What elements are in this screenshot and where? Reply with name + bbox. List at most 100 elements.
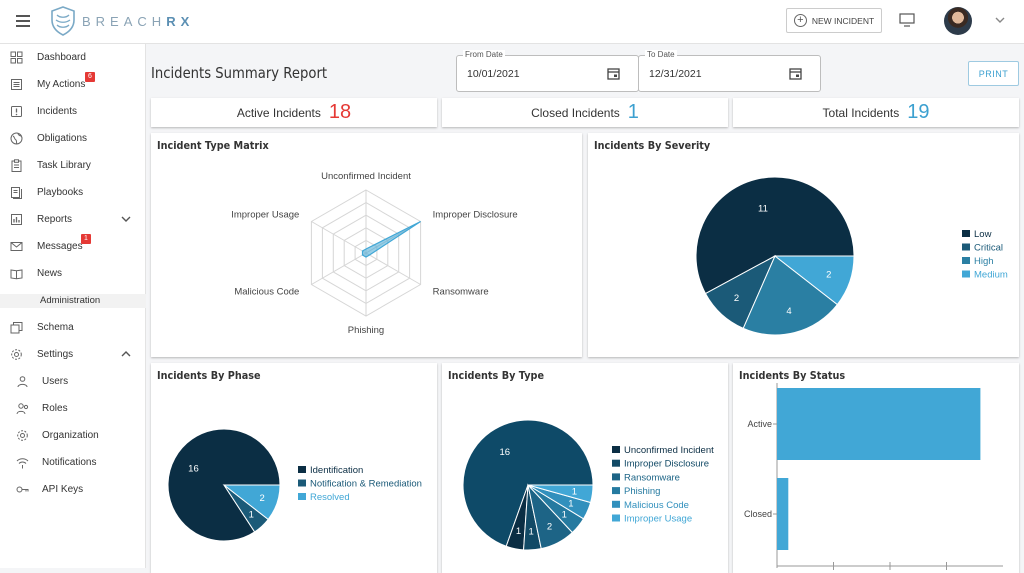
radar-axis-label: Improper Disclosure <box>433 210 518 221</box>
incident-type-matrix-card: Incident Type Matrix Unconfirmed Inciden… <box>151 133 582 357</box>
clipboard-icon <box>11 159 22 172</box>
severity-pie-chart: 11 2 4 2 Low Critical High Medium <box>695 176 1008 336</box>
sidebar-item-my-actions[interactable]: My Actions 6 <box>0 71 146 98</box>
pie-slice <box>695 176 855 295</box>
actions-count-badge: 6 <box>85 72 95 82</box>
menu-icon[interactable] <box>16 15 30 27</box>
legend-swatch <box>612 514 620 522</box>
radar-axis-label: Ransomware <box>433 287 489 298</box>
radar-axis-line <box>311 252 367 285</box>
sidebar-item-obligations[interactable]: Obligations <box>0 125 146 152</box>
dashboard-icon <box>10 51 23 64</box>
y-tick-label: Active <box>747 419 772 429</box>
incidents-by-phase-card: Incidents By Phase 16 1 2 Identification Not… <box>151 363 437 573</box>
pie-value-label: 1 <box>529 527 534 538</box>
print-button[interactable]: PRINT <box>968 61 1019 86</box>
legend-swatch <box>612 459 620 467</box>
sidebar-item-api-keys[interactable]: API Keys <box>0 476 146 503</box>
pie-value-label: 4 <box>786 306 791 317</box>
legend-label: Ransomware <box>624 472 680 483</box>
sidebar-item-schema[interactable]: Schema <box>0 314 146 341</box>
card-title: Incidents By Status <box>739 369 846 382</box>
pie-value-label: 1 <box>568 499 573 510</box>
legend-swatch <box>962 243 970 251</box>
legend-swatch <box>962 230 970 237</box>
sidebar-item-notifications[interactable]: Notifications <box>0 449 146 476</box>
active-incidents-card: Active Incidents 18 <box>151 98 437 127</box>
closed-incidents-count: 1 <box>627 101 639 123</box>
sidebar-item-dashboard[interactable]: Dashboard <box>0 44 146 71</box>
avatar[interactable] <box>944 7 972 35</box>
logo-text: BREACHRX <box>82 14 195 29</box>
gear-icon <box>11 349 22 360</box>
pie-value-label: 16 <box>499 447 510 458</box>
pie-value-label: 2 <box>734 293 739 304</box>
legend-label: High <box>974 256 994 267</box>
legend-label: Identification <box>310 465 363 476</box>
radar-axis-label: Unconfirmed Incident <box>321 171 411 182</box>
news-icon <box>10 269 23 280</box>
pie-slice <box>222 484 281 521</box>
sidebar-item-settings[interactable]: Settings <box>0 341 146 368</box>
legend-label: Notification & Remediation <box>310 479 422 490</box>
sidebar-item-playbooks[interactable]: Playbooks <box>0 179 146 206</box>
pie-slice <box>773 255 855 306</box>
legend-swatch <box>962 257 970 264</box>
messages-count-badge: 1 <box>81 234 91 244</box>
sidebar-item-news[interactable]: News <box>0 260 146 287</box>
active-incidents-count: 18 <box>328 101 352 123</box>
plus-circle-icon: + <box>793 14 807 27</box>
sidebar-section-administration: Administration <box>0 294 146 308</box>
radar-data-area <box>361 220 421 258</box>
pie-value-label: 2 <box>826 269 831 280</box>
mail-icon <box>10 242 23 251</box>
legend-label: Improper Usage <box>624 514 692 525</box>
pie-slice <box>527 484 594 504</box>
pie-value-label: 16 <box>188 463 199 474</box>
chevron-down-icon[interactable] <box>994 15 1006 25</box>
from-date-field[interactable]: From Date 10/01/2021 <box>456 50 639 92</box>
phase-pie-chart: 16 12 Identification Notification & Remedia… <box>167 428 422 542</box>
legend-swatch <box>612 500 620 508</box>
new-incident-button[interactable]: + NEW INCIDENT <box>786 8 882 33</box>
roles-icon <box>16 403 29 415</box>
incidents-by-severity-card: Incidents By Severity 11 2 4 2 Low Critical Hi… <box>588 133 1019 357</box>
legend-swatch <box>612 473 620 481</box>
chevron-down-icon[interactable] <box>120 214 132 224</box>
radar-axis-label: Malicious Code <box>234 287 299 298</box>
sidebar-item-organization[interactable]: Organization <box>0 422 146 449</box>
pie-value-label: 11 <box>758 204 768 215</box>
legend-label: Medium <box>974 270 1008 281</box>
legend-label: Phishing <box>624 486 660 497</box>
book-icon <box>11 187 22 199</box>
legend-swatch <box>298 479 306 487</box>
card-title: Incidents By Phase <box>157 369 261 382</box>
legend-swatch <box>612 446 620 453</box>
y-tick-label: Closed <box>744 509 772 519</box>
globe-icon <box>10 132 23 145</box>
calendar-icon[interactable] <box>789 67 802 80</box>
user-icon <box>17 376 28 388</box>
sidebar-item-task-library[interactable]: Task Library <box>0 152 146 179</box>
sidebar-item-messages[interactable]: Messages 1 <box>0 233 146 260</box>
pie-value-label: 1 <box>249 510 254 521</box>
monitor-icon[interactable] <box>899 13 915 27</box>
legend-label: Malicious Code <box>624 500 689 511</box>
sidebar-item-roles[interactable]: Roles <box>0 395 146 422</box>
pie-value-label: 2 <box>547 522 552 533</box>
legend-swatch <box>298 466 306 473</box>
bar <box>777 478 789 550</box>
total-incidents-card: Total Incidents 19 <box>733 98 1019 127</box>
sidebar-item-reports[interactable]: Reports <box>0 206 146 233</box>
chevron-up-icon[interactable] <box>120 349 132 359</box>
radar-axis-line <box>365 252 421 285</box>
sidebar: Dashboard My Actions 6 Incidents Obligat… <box>0 44 146 568</box>
logo-shield-icon <box>51 6 75 36</box>
actions-icon <box>11 79 22 90</box>
pie-value-label: 1 <box>562 510 567 521</box>
calendar-icon[interactable] <box>607 67 620 80</box>
pie-value-label: 1 <box>516 526 521 537</box>
sidebar-item-users[interactable]: Users <box>0 368 146 395</box>
sidebar-item-incidents[interactable]: Incidents <box>0 98 146 125</box>
to-date-field[interactable]: To Date 12/31/2021 <box>638 50 821 92</box>
